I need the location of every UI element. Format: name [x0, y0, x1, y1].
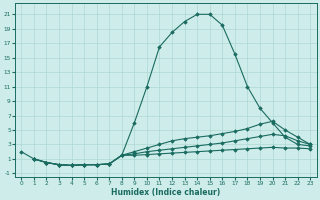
X-axis label: Humidex (Indice chaleur): Humidex (Indice chaleur) [111, 188, 220, 197]
